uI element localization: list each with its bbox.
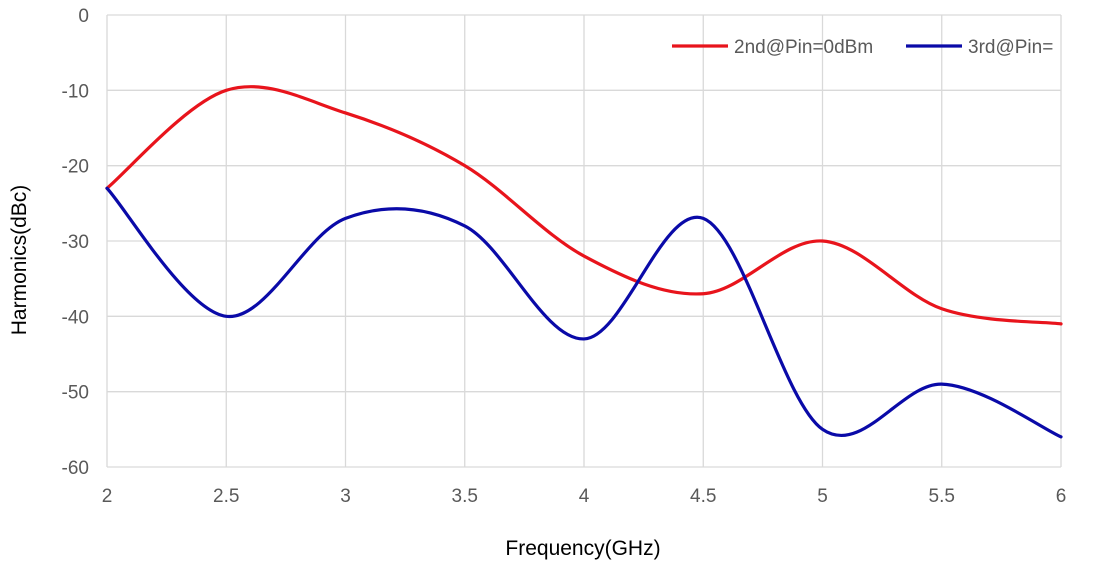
y-tick-label: 0 xyxy=(78,6,89,27)
x-tick-label: 5 xyxy=(817,486,828,507)
y-tick-label: -50 xyxy=(62,383,89,404)
y-tick-label: -20 xyxy=(62,157,89,178)
y-axis-title: Harmonics(dBc) xyxy=(8,185,31,336)
x-tick-label: 3 xyxy=(340,486,351,507)
series-line-2 xyxy=(105,186,1063,439)
series-line-1 xyxy=(105,85,1063,326)
legend-label-2: 3rd@Pin= xyxy=(968,37,1053,58)
legend-label-1: 2nd@Pin=0dBm xyxy=(734,37,873,58)
x-tick-label: 4 xyxy=(579,486,590,507)
legend: 2nd@Pin=0dBm 3rd@Pin= xyxy=(672,37,1053,58)
y-tick-label: -60 xyxy=(62,458,89,479)
x-tick-label: 2 xyxy=(102,486,113,507)
series-lines xyxy=(105,85,1063,439)
y-tick-label: -30 xyxy=(62,232,89,253)
x-axis-ticks: 2 2.5 3 3.5 4 4.5 5 5.5 6 xyxy=(102,486,1067,507)
x-tick-label: 6 xyxy=(1056,486,1067,507)
y-axis-ticks: 0 -10 -20 -30 -40 -50 -60 xyxy=(62,6,89,479)
x-tick-label: 3.5 xyxy=(452,486,478,507)
x-tick-label: 5.5 xyxy=(929,486,955,507)
x-tick-label: 2.5 xyxy=(213,486,239,507)
x-axis-title: Frequency(GHz) xyxy=(505,537,660,560)
grid xyxy=(106,14,1062,468)
y-tick-label: -10 xyxy=(62,81,89,102)
x-tick-label: 4.5 xyxy=(690,486,716,507)
y-tick-label: -40 xyxy=(62,307,89,328)
